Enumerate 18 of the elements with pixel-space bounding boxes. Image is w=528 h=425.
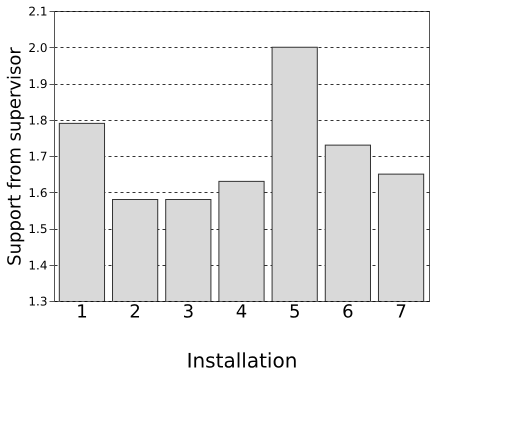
x-tick-label: 2 <box>129 302 141 322</box>
x-tick-label: 4 <box>236 302 248 322</box>
y-tick-label: 1.8 <box>28 113 48 128</box>
y-tick-label: 1.6 <box>28 186 48 200</box>
y-tick-label: 1.4 <box>28 258 48 272</box>
x-tick-label: 5 <box>288 302 300 322</box>
y-tick-label: 1.3 <box>28 294 48 308</box>
y-tick-label: 2.1 <box>28 4 48 18</box>
x-axis-title: Installation <box>186 348 298 372</box>
x-tick-label: 1 <box>76 302 88 322</box>
y-tick-label: 1.9 <box>28 77 48 91</box>
y-tick-label: 1.7 <box>28 150 48 164</box>
x-tick-label: 6 <box>342 302 354 322</box>
y-tick-label: 1.5 <box>28 222 48 236</box>
x-tick-label: 7 <box>395 302 407 322</box>
x-tick-label: 3 <box>182 302 194 322</box>
y-axis-title: Support from supervisor <box>4 46 26 266</box>
y-tick-label: 2.0 <box>28 40 48 55</box>
